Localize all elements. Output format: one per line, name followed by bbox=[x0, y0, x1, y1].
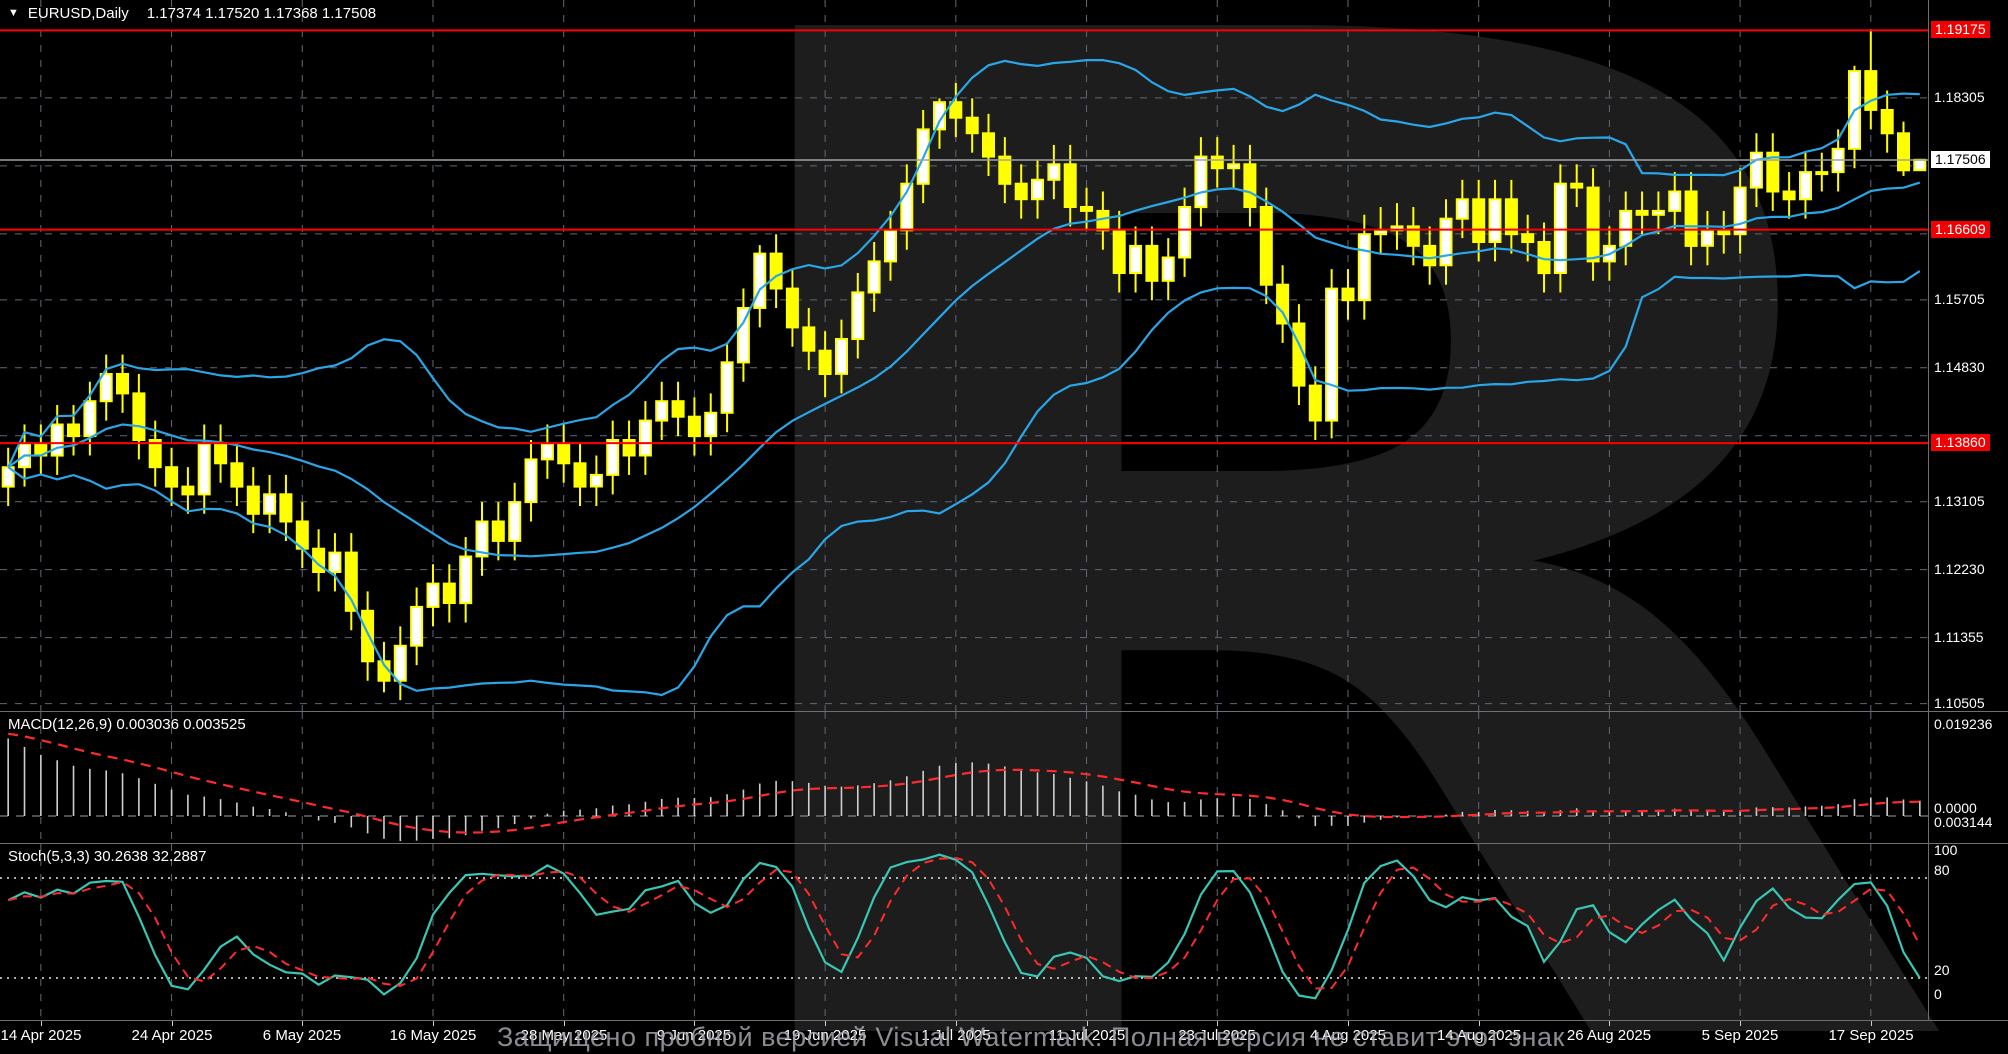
time-axis-tick bbox=[433, 1021, 434, 1026]
price-axis-label: 1.16609 bbox=[1931, 221, 1990, 238]
time-axis-label: 1 Jul 2025 bbox=[921, 1027, 991, 1044]
stoch-axis-label: 20 bbox=[1934, 962, 1950, 978]
time-axis-tick bbox=[1087, 1021, 1088, 1026]
stoch-indicator-label: Stoch(5,3,3) 30.2638 32.2887 bbox=[8, 848, 207, 865]
time-axis-tick bbox=[1348, 1021, 1349, 1026]
time-axis-label: 19 Jun 2025 bbox=[783, 1027, 867, 1044]
time-axis-tick bbox=[1609, 1021, 1610, 1026]
time-axis-label: 5 Sep 2025 bbox=[1701, 1027, 1779, 1044]
watermark-text: Защищено пробной версией Visual Watermar… bbox=[497, 1022, 1565, 1052]
time-axis-tick bbox=[41, 1021, 42, 1026]
price-axis-label: 1.10505 bbox=[1934, 695, 1985, 711]
price-axis-label: 1.11355 bbox=[1934, 629, 1984, 645]
time-axis-tick bbox=[302, 1021, 303, 1026]
ohlc-values: 1.17374 1.17520 1.17368 1.17508 bbox=[146, 5, 377, 22]
time-axis-label: 9 Jun 2025 bbox=[656, 1027, 732, 1044]
time-axis-label: 14 Apr 2025 bbox=[0, 1027, 82, 1044]
time-axis-label: 16 May 2025 bbox=[389, 1027, 477, 1044]
price-axis-label: 1.18305 bbox=[1934, 89, 1985, 105]
time-axis: 14 Apr 2025 24 Apr 2025 6 May 2025 16 May 2… bbox=[0, 1021, 2008, 1054]
macd-axis-label: 0.0000 bbox=[1934, 800, 1977, 816]
stochastic-panel[interactable] bbox=[0, 844, 1928, 1020]
time-axis-label: 23 Jul 2025 bbox=[1178, 1027, 1256, 1044]
macd-panel[interactable] bbox=[0, 712, 1928, 843]
time-axis-label: 6 May 2025 bbox=[262, 1027, 342, 1044]
time-axis-tick bbox=[1740, 1021, 1741, 1026]
price-axis: 1.19175 1.18305 1.17506 1.16609 1.15705 1.148… bbox=[1929, 0, 2008, 1020]
time-axis-label: 24 Apr 2025 bbox=[131, 1027, 213, 1044]
stoch-axis-label: 80 bbox=[1934, 862, 1950, 878]
price-axis-separator bbox=[1928, 0, 1929, 1020]
symbol-period-label: EURUSD,Daily bbox=[27, 5, 129, 22]
time-axis-tick bbox=[956, 1021, 957, 1026]
time-axis-tick bbox=[1217, 1021, 1218, 1026]
price-axis-label: 1.12230 bbox=[1934, 561, 1985, 577]
panel-separator[interactable] bbox=[0, 711, 2008, 712]
macd-axis-label: 0.019236 bbox=[1934, 716, 1993, 732]
chart-title: ▼ EURUSD,Daily 1.17374 1.17520 1.17368 1.1… bbox=[8, 5, 376, 22]
time-axis-tick bbox=[825, 1021, 826, 1026]
price-axis-label: 1.13105 bbox=[1934, 493, 1985, 509]
macd-axis-label: 0.003144 bbox=[1934, 814, 1993, 830]
price-chart-panel[interactable] bbox=[0, 0, 1928, 711]
price-axis-label: 1.19175 bbox=[1931, 21, 1990, 38]
time-axis-tick bbox=[564, 1021, 565, 1026]
price-axis-label: 1.13860 bbox=[1931, 434, 1990, 451]
time-axis-label: 4 Aug 2025 bbox=[1310, 1027, 1386, 1044]
time-axis-tick bbox=[694, 1021, 695, 1026]
price-axis-label: 1.17506 bbox=[1931, 151, 1990, 168]
time-axis-label: 14 Aug 2025 bbox=[1436, 1027, 1522, 1044]
time-axis-label: 11 Jul 2025 bbox=[1048, 1027, 1126, 1044]
panel-separator bbox=[0, 1020, 2008, 1021]
time-axis-label: 28 May 2025 bbox=[520, 1027, 608, 1044]
time-axis-label: 17 Sep 2025 bbox=[1828, 1027, 1914, 1044]
time-axis-tick bbox=[1479, 1021, 1480, 1026]
time-axis-tick bbox=[1871, 1021, 1872, 1026]
symbol-dropdown-icon[interactable]: ▼ bbox=[8, 7, 19, 19]
price-axis-label: 1.14830 bbox=[1934, 359, 1985, 375]
time-axis-tick bbox=[172, 1021, 173, 1026]
stoch-axis-label: 100 bbox=[1934, 842, 1958, 858]
time-axis-label: 26 Aug 2025 bbox=[1566, 1027, 1652, 1044]
price-axis-label: 1.15705 bbox=[1934, 291, 1985, 307]
stoch-axis-label: 0 bbox=[1934, 986, 1942, 1002]
panel-separator[interactable] bbox=[0, 843, 2008, 844]
macd-indicator-label: MACD(12,26,9) 0.003036 0.003525 bbox=[8, 716, 246, 733]
